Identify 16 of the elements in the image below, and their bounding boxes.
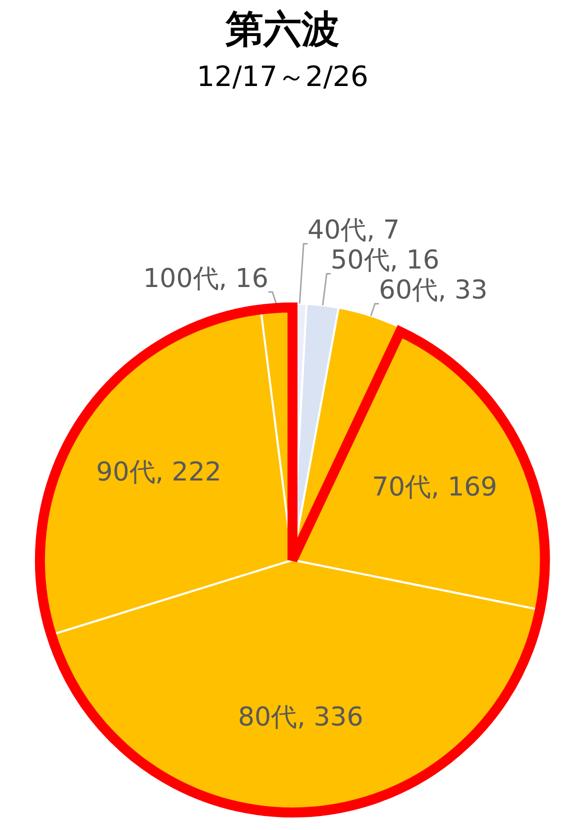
data-label: , 33: [438, 276, 488, 306]
slice-label: 60代: [378, 276, 438, 306]
data-label: , 336: [297, 702, 364, 733]
slice-label: 100代: [143, 264, 219, 294]
slice-label: 50代: [330, 246, 390, 276]
slice-label: 80代: [238, 702, 298, 733]
data-label: , 7: [366, 216, 400, 246]
data-label: , 16: [390, 246, 440, 276]
chart-subtitle: 12/17～2/26: [196, 59, 370, 95]
chart-title: 第六波: [224, 6, 340, 53]
slice-label: 90代: [96, 458, 156, 488]
data-label: , 169: [431, 472, 498, 502]
slice-label: 70代: [372, 472, 432, 502]
data-label: , 16: [218, 264, 268, 294]
slice-label: 40代: [308, 216, 367, 246]
data-label: , 222: [155, 458, 222, 488]
